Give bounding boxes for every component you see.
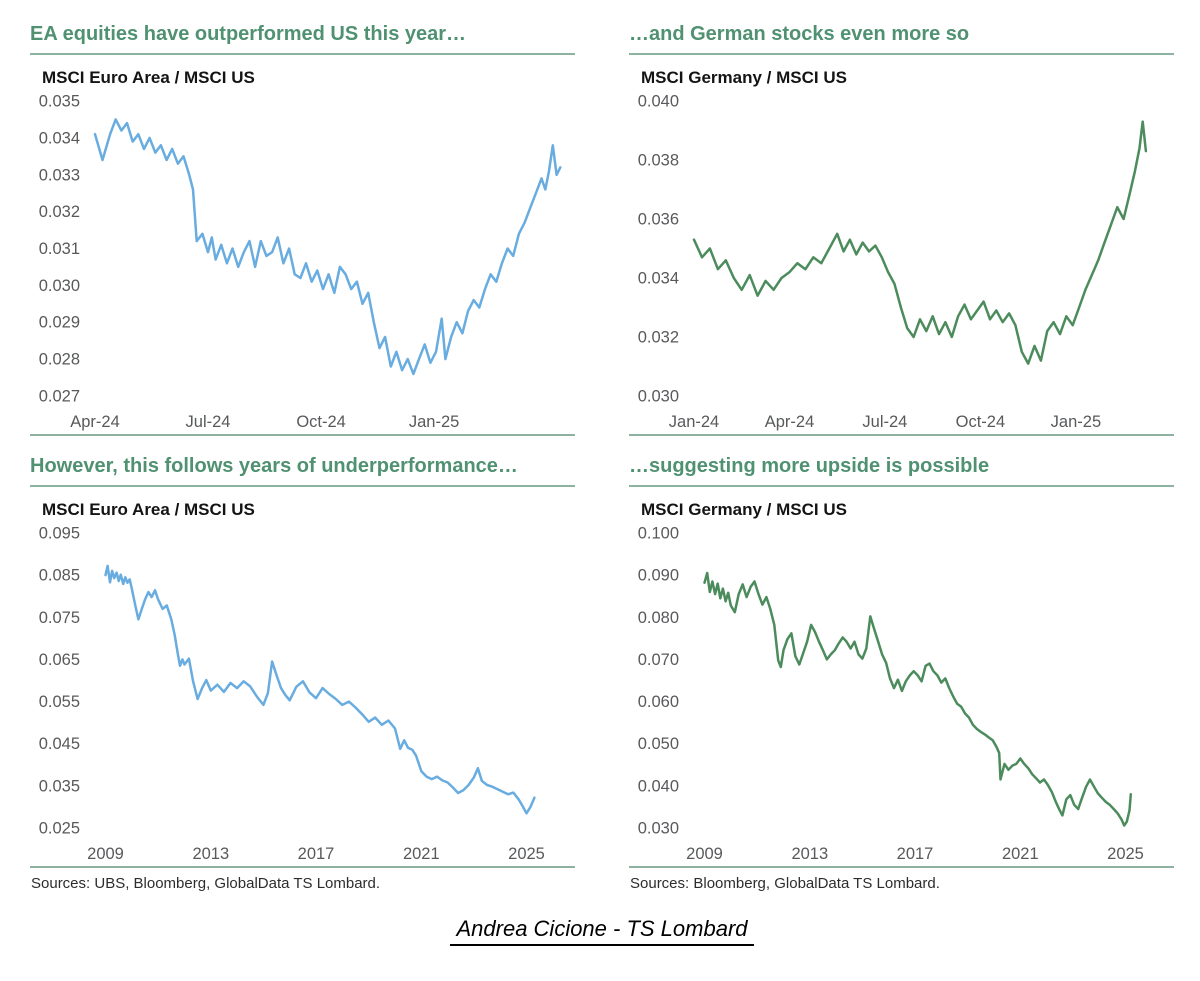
line-chart-germany-us-history: 0.100 0.090 0.080 0.070 0.060 0.050 0.040 0.030… (629, 525, 1174, 868)
chart-subtitle-ea-1y: MSCI Euro Area / MSCI US (42, 68, 255, 87)
svg-text:2009: 2009 (686, 845, 723, 863)
svg-text:0.034: 0.034 (39, 129, 80, 147)
svg-text:2021: 2021 (403, 845, 440, 863)
chart-subtitle-ea-history: MSCI Euro Area / MSCI US (42, 500, 255, 519)
panel-title-germany-history: …suggesting more upside is possible (629, 454, 1174, 487)
svg-text:0.032: 0.032 (39, 203, 80, 221)
svg-text:0.028: 0.028 (39, 351, 80, 369)
svg-text:0.095: 0.095 (39, 525, 80, 543)
svg-text:2013: 2013 (791, 845, 828, 863)
svg-text:2013: 2013 (192, 845, 229, 863)
chart-subtitle-germany-history: MSCI Germany / MSCI US (641, 500, 847, 519)
svg-text:0.029: 0.029 (39, 314, 80, 332)
svg-text:Jul-24: Jul-24 (186, 413, 231, 431)
svg-text:Oct-24: Oct-24 (296, 413, 346, 431)
svg-text:0.030: 0.030 (638, 820, 679, 838)
svg-text:0.032: 0.032 (638, 329, 679, 347)
svg-text:0.070: 0.070 (638, 651, 679, 669)
svg-text:0.065: 0.065 (39, 651, 80, 669)
source-note-left: Sources: UBS, Bloomberg, GlobalData TS L… (31, 875, 381, 892)
svg-text:2017: 2017 (897, 845, 934, 863)
svg-text:0.100: 0.100 (638, 525, 679, 543)
svg-text:0.035: 0.035 (39, 777, 80, 795)
svg-text:2021: 2021 (1002, 845, 1039, 863)
chart-grid: EA equities have outperformed US this ye… (30, 16, 1174, 892)
svg-text:Jul-24: Jul-24 (862, 413, 907, 431)
svg-text:0.030: 0.030 (39, 277, 80, 295)
svg-text:0.027: 0.027 (39, 388, 80, 406)
svg-text:0.060: 0.060 (638, 693, 679, 711)
panel-ea-vs-us-1y: EA equities have outperformed US this ye… (30, 16, 575, 436)
footer-attribution: Andrea Cicione - TS Lombard (450, 916, 754, 946)
svg-text:0.025: 0.025 (39, 820, 80, 838)
svg-text:Jan-25: Jan-25 (409, 413, 459, 431)
panel-germany-vs-us-history: …suggesting more upside is possible MSCI… (629, 448, 1174, 892)
panel-title-ea-1y: EA equities have outperformed US this ye… (30, 22, 575, 55)
panel-title-germany-1y: …and German stocks even more so (629, 22, 1174, 55)
svg-text:2025: 2025 (1107, 845, 1144, 863)
line-chart-ea-us-history: 0.095 0.085 0.075 0.065 0.055 0.045 0.035 0.025… (30, 525, 575, 868)
svg-text:0.034: 0.034 (638, 270, 679, 288)
svg-text:0.040: 0.040 (638, 777, 679, 795)
chart-subtitle-germany-1y: MSCI Germany / MSCI US (641, 68, 847, 87)
report-page: EA equities have outperformed US this ye… (30, 16, 1174, 946)
svg-text:0.033: 0.033 (39, 166, 80, 184)
svg-text:0.035: 0.035 (39, 93, 80, 111)
svg-text:0.038: 0.038 (638, 152, 679, 170)
svg-text:0.080: 0.080 (638, 609, 679, 627)
svg-text:Apr-24: Apr-24 (70, 413, 120, 431)
svg-text:0.055: 0.055 (39, 693, 80, 711)
svg-text:Jan-25: Jan-25 (1051, 413, 1101, 431)
svg-text:0.045: 0.045 (39, 735, 80, 753)
svg-text:2009: 2009 (87, 845, 124, 863)
svg-text:0.090: 0.090 (638, 567, 679, 585)
svg-text:Oct-24: Oct-24 (956, 413, 1006, 431)
svg-text:0.036: 0.036 (638, 211, 679, 229)
svg-text:0.085: 0.085 (39, 567, 80, 585)
svg-text:0.050: 0.050 (638, 735, 679, 753)
footer-wrap: Andrea Cicione - TS Lombard (30, 916, 1174, 946)
source-note-right: Sources: Bloomberg, GlobalData TS Lombar… (630, 875, 940, 892)
svg-text:2025: 2025 (508, 845, 545, 863)
line-chart-ea-us-1y: 0.035 0.034 0.033 0.032 0.031 0.030 0.029 0.028… (30, 93, 575, 436)
svg-text:2017: 2017 (298, 845, 335, 863)
svg-text:0.030: 0.030 (638, 388, 679, 406)
panel-germany-vs-us-1y: …and German stocks even more so MSCI Ger… (629, 16, 1174, 436)
svg-text:Apr-24: Apr-24 (765, 413, 815, 431)
svg-text:0.031: 0.031 (39, 240, 80, 258)
svg-text:Jan-24: Jan-24 (669, 413, 719, 431)
svg-text:0.040: 0.040 (638, 93, 679, 111)
svg-text:0.075: 0.075 (39, 609, 80, 627)
panel-ea-vs-us-history: However, this follows years of underperf… (30, 448, 575, 892)
panel-title-ea-history: However, this follows years of underperf… (30, 454, 575, 487)
line-chart-germany-us-1y: 0.040 0.038 0.036 0.034 0.032 0.030 Jan-24 Apr-… (629, 93, 1174, 436)
